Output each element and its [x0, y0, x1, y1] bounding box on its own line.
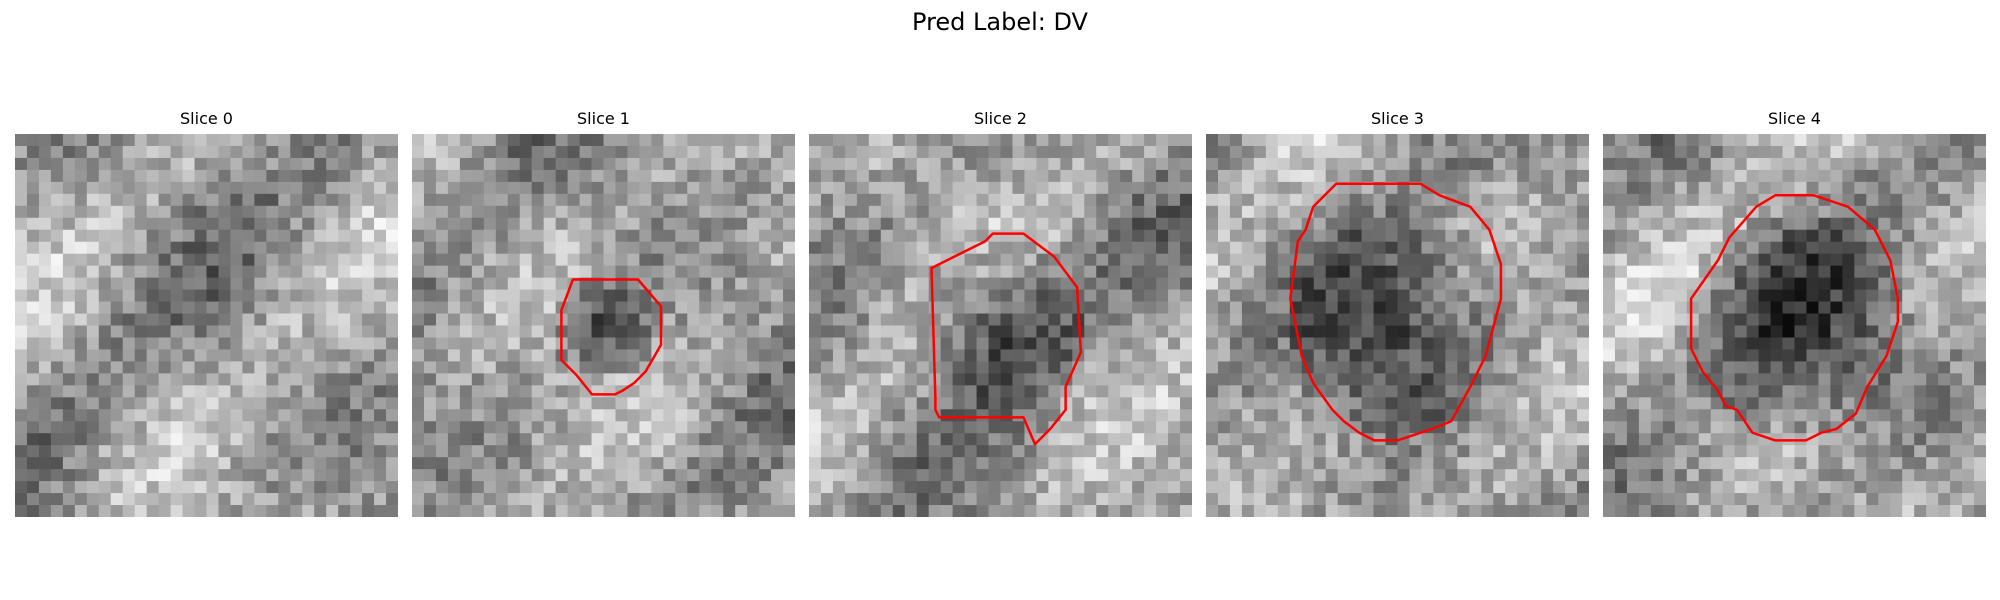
- slice-panel-1: Slice 1: [412, 108, 795, 518]
- slice-panel-3: Slice 3: [1206, 108, 1589, 518]
- segmentation-contour: [1289, 182, 1503, 442]
- segmentation-contour: [560, 278, 663, 396]
- slice-image-4: [1603, 134, 1986, 517]
- pixel-grid: [1603, 134, 1986, 517]
- slice-title-2: Slice 2: [974, 109, 1027, 128]
- slice-title-1: Slice 1: [577, 109, 630, 128]
- segmentation-contour: [1689, 194, 1900, 442]
- pixel-grid: [809, 134, 1192, 517]
- figure-title: Pred Label: DV: [912, 8, 1088, 36]
- slice-panel-0: Slice 0: [15, 108, 398, 518]
- pixel-grid: [15, 134, 398, 517]
- slice-image-1: [412, 134, 795, 517]
- slice-title-3: Slice 3: [1371, 109, 1424, 128]
- slice-image-2: [809, 134, 1192, 517]
- slice-title-4: Slice 4: [1768, 109, 1821, 128]
- pixel-grid: [412, 134, 795, 517]
- slice-panel-2: Slice 2: [809, 108, 1192, 518]
- segmentation-contour: [930, 232, 1083, 446]
- slice-image-3: [1206, 134, 1589, 517]
- slice-title-0: Slice 0: [180, 109, 233, 128]
- pixel-grid: [1206, 134, 1589, 517]
- slice-image-0: [15, 134, 398, 517]
- slice-panel-4: Slice 4: [1603, 108, 1986, 518]
